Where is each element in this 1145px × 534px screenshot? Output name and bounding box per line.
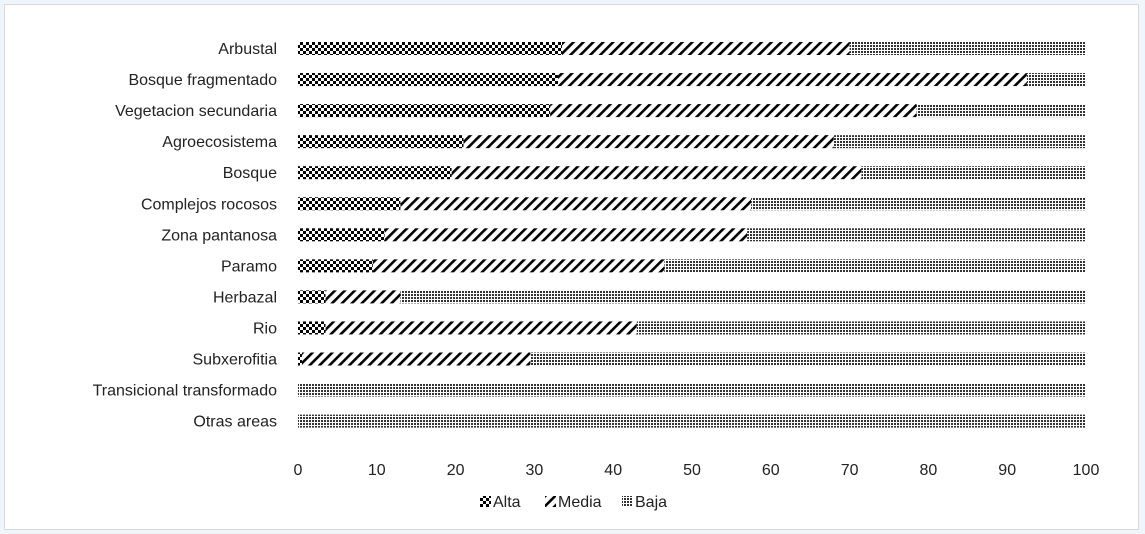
bar-complejos-rocosos-alta — [298, 197, 401, 211]
bar-subxerofitia-baja — [530, 352, 1086, 366]
bar-paramo-alta — [298, 259, 373, 273]
x-tick-20: 20 — [447, 462, 465, 479]
category-label-bosque: Bosque — [223, 165, 277, 182]
bar-bosque-alta — [298, 166, 452, 180]
x-axis-tick-labels: 0 10 20 30 40 50 60 70 80 90 100 — [294, 462, 1100, 479]
bar-arbustal-alta — [298, 42, 562, 55]
bar-rio-alta — [298, 321, 326, 335]
category-label-paramo: Paramo — [221, 258, 277, 275]
bar-complejos-rocosos-media — [400, 197, 752, 211]
legend-label-media: Media — [558, 494, 602, 511]
category-labels: Arbustal Bosque fragmentado Vegetacion sec… — [93, 41, 277, 431]
legend-label-baja: Baja — [635, 494, 667, 511]
x-tick-50: 50 — [683, 462, 701, 479]
bar-vegetacion-secundaria-baja — [916, 104, 1086, 118]
bar-arbustal-media — [561, 42, 850, 55]
bar-zona-pantanosa-baja — [747, 228, 1086, 242]
x-tick-90: 90 — [998, 462, 1016, 479]
category-label-zona-pantanosa: Zona pantanosa — [161, 227, 277, 244]
bar-complejos-rocosos-baja — [751, 197, 1086, 211]
category-label-vegetacion-secundaria: Vegetacion secundaria — [115, 103, 277, 120]
bar-paramo-baja — [664, 259, 1086, 273]
x-tick-30: 30 — [526, 462, 544, 479]
bar-otras-areas-baja — [298, 414, 1086, 428]
category-label-rio: Rio — [253, 320, 277, 337]
x-tick-10: 10 — [368, 462, 386, 479]
category-label-herbazal: Herbazal — [213, 289, 277, 306]
category-label-bosque-fragmentado: Bosque fragmentado — [128, 72, 277, 89]
bar-paramo-media — [372, 259, 665, 273]
x-tick-0: 0 — [294, 462, 303, 479]
category-label-transicional-transformado: Transicional transformado — [93, 383, 277, 400]
category-label-arbustal: Arbustal — [218, 41, 277, 58]
bar-agroecosistema-media — [463, 135, 834, 149]
bars — [298, 42, 1086, 428]
category-label-complejos-rocosos: Complejos rocosos — [141, 196, 277, 213]
bar-bosque-media — [451, 166, 862, 180]
bar-rio-baja — [636, 321, 1086, 335]
bar-subxerofitia-alta — [298, 352, 302, 366]
legend-swatch-media — [545, 496, 556, 507]
bar-bosque-fragmentado-media — [558, 73, 1027, 87]
legend: Alta Media Baja — [480, 494, 667, 511]
x-tick-60: 60 — [762, 462, 780, 479]
bar-bosque-fragmentado-baja — [1026, 73, 1086, 87]
bar-transicional-transformado-baja — [298, 383, 1086, 397]
bar-herbazal-alta — [298, 290, 326, 304]
bar-vegetacion-secundaria-media — [550, 104, 917, 118]
category-label-agroecosistema: Agroecosistema — [162, 134, 277, 151]
x-tick-70: 70 — [841, 462, 859, 479]
bar-agroecosistema-alta — [298, 135, 464, 149]
legend-swatch-baja — [622, 496, 633, 507]
legend-swatch-alta — [480, 496, 491, 507]
bar-agroecosistema-baja — [833, 135, 1086, 149]
bar-zona-pantanosa-alta — [298, 228, 385, 242]
bar-bosque-baja — [861, 166, 1086, 180]
bar-subxerofitia-media — [301, 352, 531, 366]
x-tick-40: 40 — [604, 462, 622, 479]
legend-label-alta: Alta — [493, 494, 521, 511]
bar-herbazal-baja — [400, 290, 1086, 304]
category-label-subxerofitia: Subxerofitia — [193, 352, 278, 369]
bar-rio-media — [325, 321, 637, 335]
bar-zona-pantanosa-media — [384, 228, 748, 242]
x-tick-80: 80 — [920, 462, 938, 479]
category-label-otras-areas: Otras areas — [193, 414, 277, 431]
bar-vegetacion-secundaria-alta — [298, 104, 551, 118]
bar-bosque-fragmentado-alta — [298, 73, 559, 87]
x-tick-100: 100 — [1073, 462, 1100, 479]
bar-arbustal-baja — [849, 42, 1086, 55]
bar-herbazal-media — [325, 290, 401, 304]
